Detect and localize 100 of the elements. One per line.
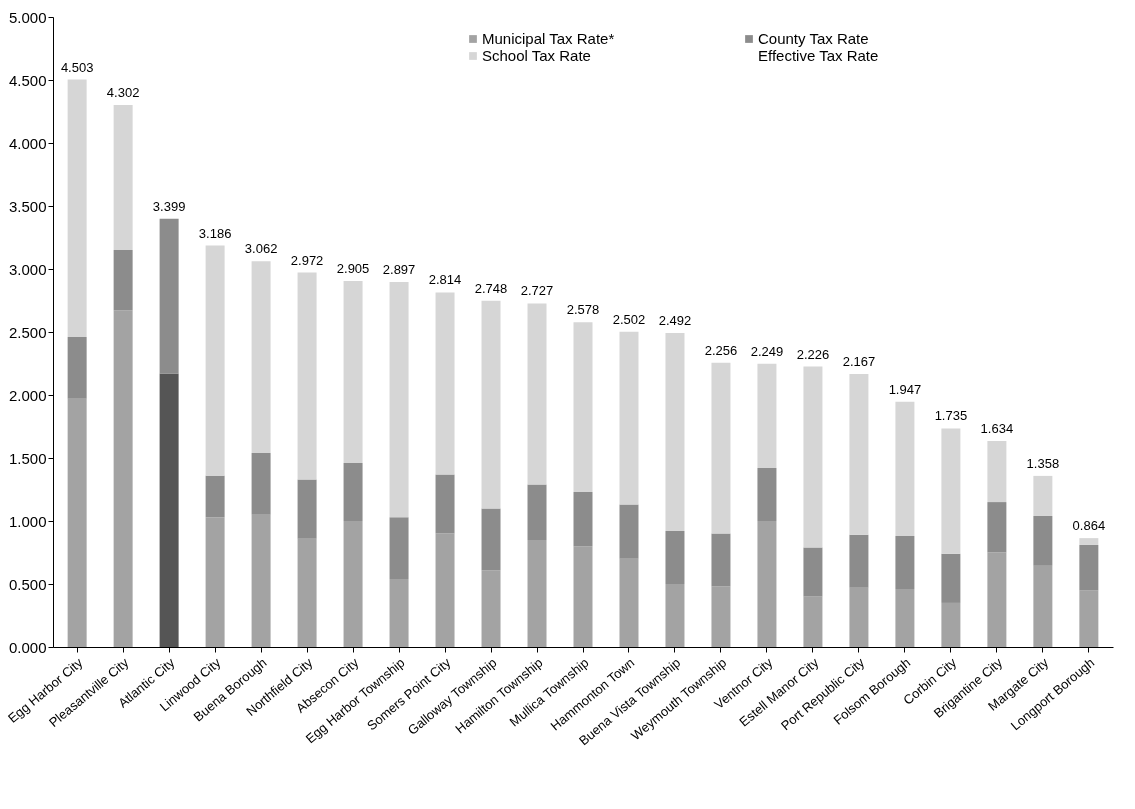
bar: [159, 218, 179, 374]
total-label: 2.897: [382, 261, 416, 277]
total-label: 2.814: [428, 272, 462, 288]
bar: [113, 104, 133, 251]
bar: [665, 584, 685, 647]
bar: [527, 303, 547, 485]
bar: [297, 538, 317, 647]
bar: [665, 531, 685, 584]
bar: [389, 281, 409, 518]
y-tick-label: 1.000: [8, 512, 47, 530]
bar: [711, 533, 731, 587]
bar: [619, 331, 639, 505]
y-tick-label: 5.000: [8, 8, 47, 26]
bar: [159, 373, 179, 647]
bar: [343, 280, 363, 464]
bar: [1033, 475, 1053, 516]
y-tick-label: 3.000: [8, 260, 47, 278]
bar: [67, 337, 87, 399]
bar: [1033, 515, 1053, 566]
bar: [113, 310, 133, 647]
bar: [757, 363, 777, 469]
total-label: 2.492: [658, 313, 692, 329]
bar: [987, 441, 1007, 503]
bar: [849, 534, 869, 588]
bar: [619, 504, 639, 559]
bar: [205, 517, 225, 647]
y-tick-label: 4.500: [8, 71, 47, 89]
bar: [941, 602, 961, 647]
bar: [389, 578, 409, 647]
total-label: 2.249: [750, 343, 784, 359]
y-tick-label: 1.500: [8, 449, 47, 467]
total-label: 4.302: [106, 84, 140, 100]
bar: [435, 533, 455, 647]
bar: [711, 586, 731, 647]
bar: [803, 596, 823, 647]
bar: [573, 492, 593, 547]
bar: [251, 514, 271, 647]
bar: [343, 521, 363, 647]
bar: [619, 558, 639, 647]
bar: [757, 521, 777, 647]
bar: [481, 570, 501, 647]
bar: [941, 428, 961, 554]
total-label: 4.503: [60, 59, 94, 75]
bar: [1079, 590, 1099, 647]
bar: [205, 475, 225, 518]
annotation: Effective Tax Rate: [758, 47, 879, 64]
total-label: 2.905: [336, 260, 370, 276]
bar: [527, 539, 547, 647]
total-label: 1.735: [934, 408, 968, 424]
legend-label: School Tax Rate: [482, 47, 591, 64]
total-label: 0.864: [1072, 518, 1106, 534]
total-label: 1.358: [1026, 455, 1060, 471]
total-label: 3.399: [152, 198, 186, 214]
bar: [1079, 538, 1099, 545]
total-label: 1.634: [980, 421, 1014, 437]
bar: [113, 250, 133, 311]
legend-label: County Tax Rate: [758, 30, 869, 47]
bar: [297, 272, 317, 480]
bar: [343, 463, 363, 521]
legend-label: Municipal Tax Rate*: [482, 30, 615, 47]
bar: [665, 333, 685, 532]
y-tick-label: 0.500: [8, 575, 47, 593]
bar: [849, 587, 869, 647]
bar: [435, 474, 455, 534]
total-label: 2.502: [612, 311, 646, 327]
bar: [895, 536, 915, 590]
bar: [757, 468, 777, 521]
bar: [251, 452, 271, 515]
bar: [849, 373, 869, 535]
y-tick-label: 4.000: [8, 134, 47, 152]
bar: [573, 322, 593, 493]
total-label: 2.748: [474, 280, 508, 296]
bar: [1033, 565, 1053, 647]
bar: [1079, 544, 1099, 591]
bar: [987, 502, 1007, 553]
bar: [67, 398, 87, 647]
bar: [481, 300, 501, 509]
bar: [987, 552, 1007, 647]
y-tick-label: 2.000: [8, 386, 47, 404]
total-label: 2.727: [520, 283, 554, 299]
bar: [573, 546, 593, 647]
y-tick-label: 0.000: [8, 638, 47, 656]
bar: [527, 484, 547, 540]
bar: [941, 553, 961, 603]
bar: [711, 362, 731, 534]
bar: [297, 479, 317, 539]
total-label: 2.578: [566, 302, 600, 318]
bar: [481, 508, 501, 571]
bar: [435, 292, 455, 475]
bar: [389, 517, 409, 579]
bar: [895, 589, 915, 647]
total-label: 2.167: [842, 353, 876, 369]
total-label: 3.062: [244, 241, 278, 257]
y-tick-label: 2.500: [8, 323, 47, 341]
y-tick-label: 3.500: [8, 197, 47, 215]
total-label: 1.947: [888, 381, 922, 397]
bar: [205, 245, 225, 476]
bar: [803, 366, 823, 548]
total-label: 2.972: [290, 252, 324, 268]
bar: [895, 401, 915, 537]
